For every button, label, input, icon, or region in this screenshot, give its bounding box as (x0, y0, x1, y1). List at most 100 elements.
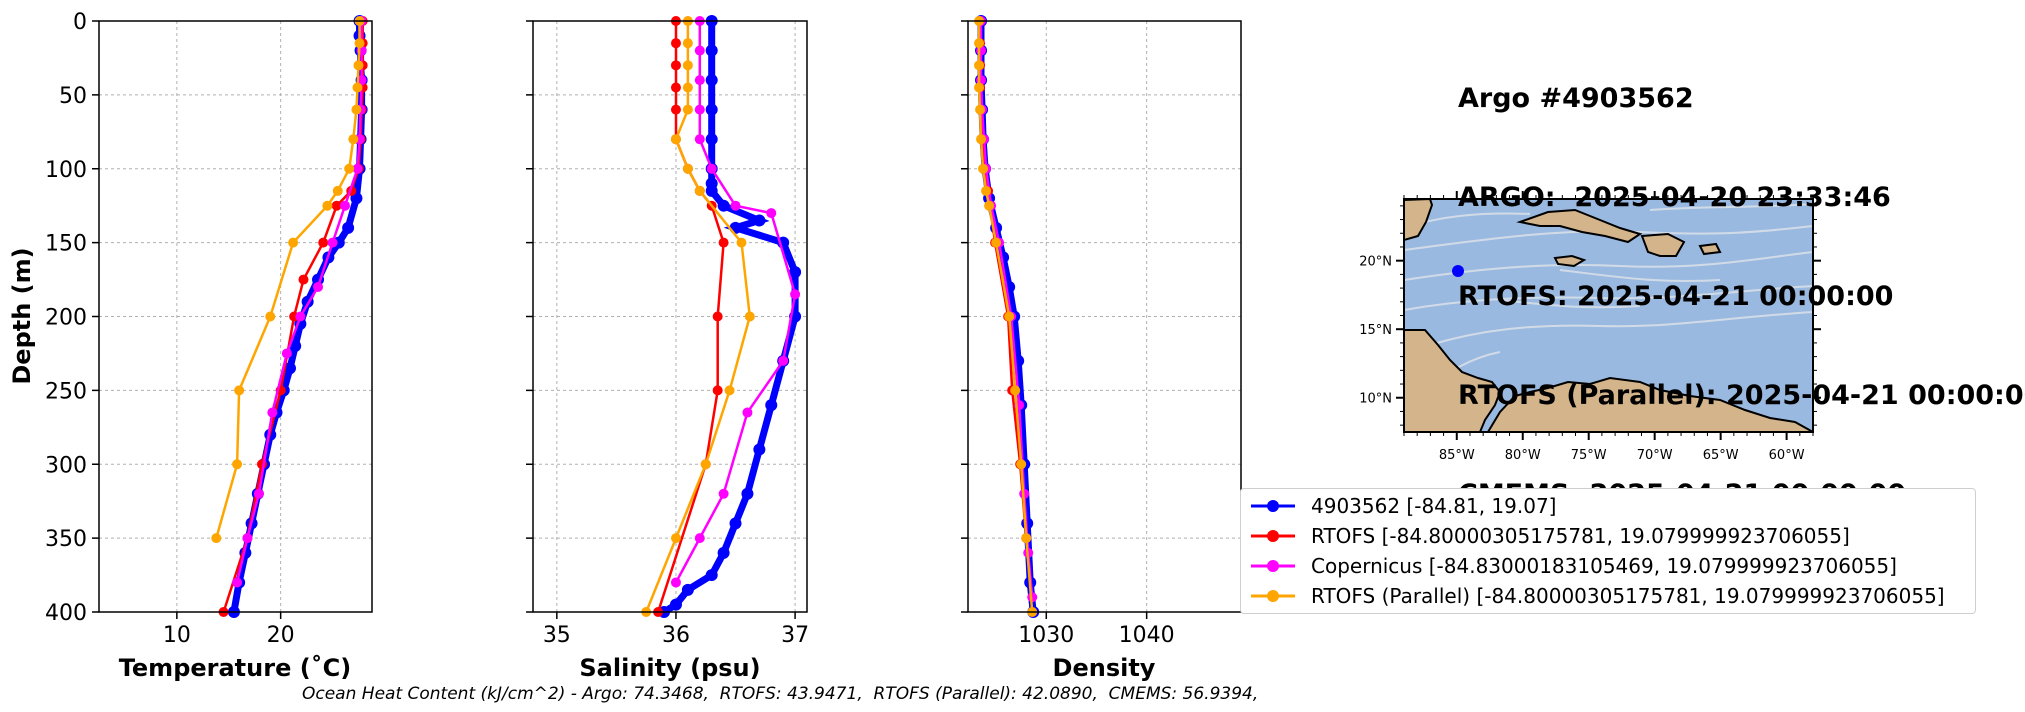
data-point (694, 185, 705, 196)
data-point (705, 74, 718, 87)
data-point (706, 163, 717, 174)
data-point (288, 237, 299, 248)
salinity-grid (533, 20, 807, 613)
map-land (1404, 199, 1813, 432)
x-tick-label: 20 (267, 623, 295, 648)
temperature-ticks: 0 50 100 150 200 250 300 350 400 10 20 (45, 10, 295, 648)
density-ticks: 1030 1040 (961, 20, 1175, 648)
data-point (984, 200, 995, 211)
data-point (766, 208, 777, 219)
y-tick-label: 350 (45, 527, 87, 552)
y-tick-label: 400 (45, 601, 87, 626)
data-point (681, 583, 694, 596)
data-point (340, 200, 351, 211)
data-point (281, 348, 292, 359)
data-point (718, 488, 729, 499)
y-tick-label: 100 (45, 158, 87, 183)
legend: 4903562 [-84.81, 19.07] RTOFS [-84.80000… (1240, 488, 1976, 614)
map-y-tick-label: 10°N (1359, 392, 1392, 407)
salinity-xlabel: Salinity (psu) (579, 654, 760, 682)
data-point (753, 214, 766, 227)
data-point (351, 104, 362, 115)
data-point (974, 38, 985, 49)
data-point (717, 199, 730, 212)
data-point (242, 533, 253, 544)
legend-label: Copernicus [-84.83000183105469, 19.07999… (1311, 554, 1897, 578)
map-x-tick-label: 60°W (1769, 448, 1805, 463)
x-tick-label: 10 (163, 623, 191, 648)
data-point (976, 134, 987, 145)
data-point (975, 104, 986, 115)
data-point (694, 75, 705, 86)
data-point (682, 104, 693, 115)
data-point (694, 104, 705, 115)
salinity-frame (532, 20, 808, 613)
data-point (682, 163, 693, 174)
legend-swatch (1251, 500, 1295, 512)
ocean-heat-content-note: Ocean Heat Content (kJ/cm^2) - Argo: 74.… (302, 684, 1259, 704)
map-x-tick-label: 70°W (1637, 448, 1673, 463)
data-point (211, 533, 222, 544)
data-point (682, 38, 693, 49)
data-point (265, 311, 276, 322)
data-point (353, 60, 364, 71)
data-point (991, 237, 1002, 248)
data-point (724, 385, 735, 396)
density-grid (968, 20, 1241, 613)
data-point (331, 200, 342, 211)
y-tick-label: 250 (45, 379, 87, 404)
x-tick-label: 36 (662, 623, 690, 648)
legend-entry: RTOFS [-84.80000305175781, 19.0799999237… (1241, 521, 1850, 551)
data-point (718, 237, 729, 248)
legend-swatch (1251, 530, 1295, 542)
data-point (694, 134, 705, 145)
data-point (1016, 459, 1027, 470)
title-line: RTOFS: 2025-04-21 00:00:00 (1458, 281, 1894, 312)
data-point (1021, 533, 1032, 544)
data-point (289, 340, 302, 353)
data-point (232, 459, 243, 470)
temperature-series (211, 15, 368, 618)
legend-entry: RTOFS (Parallel) [-84.80000305175781, 19… (1241, 581, 1945, 611)
data-point (705, 569, 718, 582)
title-line: Argo #4903562 (1458, 83, 1694, 114)
data-point (318, 237, 329, 248)
map-x-tick-label: 65°W (1703, 448, 1739, 463)
data-point (700, 459, 711, 470)
data-point (253, 488, 264, 499)
argo-location-marker (1452, 265, 1464, 277)
data-point (232, 577, 243, 588)
data-point (981, 185, 992, 196)
legend-entry: 4903562 [-84.81, 19.07] (1241, 491, 1556, 521)
data-point (778, 355, 789, 366)
data-point (332, 185, 343, 196)
data-point (298, 274, 309, 285)
data-point (234, 385, 245, 396)
data-point (670, 577, 681, 588)
title-line: ARGO: 2025-04-20 23:33:46 (1458, 182, 1891, 213)
data-point (348, 134, 359, 145)
data-point (344, 163, 355, 174)
legend-swatch (1251, 560, 1295, 572)
data-point (736, 237, 747, 248)
map-y-tick-label: 15°N (1359, 323, 1392, 338)
salinity-series (641, 15, 802, 618)
data-point (694, 45, 705, 56)
map-x-tick-label: 75°W (1571, 448, 1607, 463)
data-point (669, 598, 682, 611)
data-point (765, 399, 778, 412)
y-tick-label: 150 (45, 232, 87, 257)
data-point (717, 546, 730, 559)
data-point (670, 533, 681, 544)
x-tick-label: 1040 (1119, 623, 1175, 648)
temperature-grid (99, 20, 372, 613)
data-point (354, 38, 365, 49)
x-tick-label: 37 (781, 623, 809, 648)
data-point (705, 184, 718, 197)
data-point (753, 443, 766, 456)
legend-label: RTOFS [-84.80000305175781, 19.0799999237… (1311, 524, 1850, 548)
data-point (712, 385, 723, 396)
y-tick-label: 300 (45, 453, 87, 478)
data-point (978, 163, 989, 174)
